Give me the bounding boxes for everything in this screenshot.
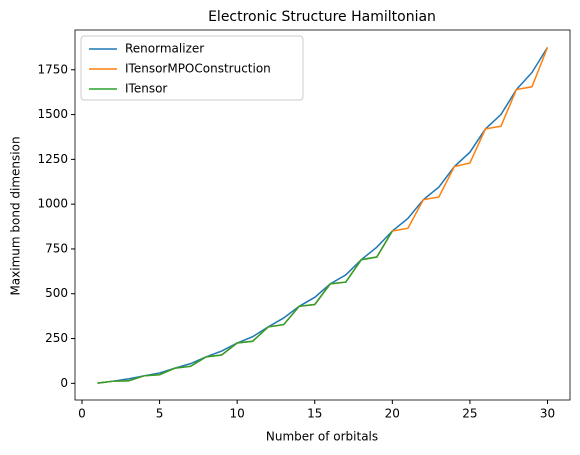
legend-box: [80, 35, 304, 101]
x-tick-label: 25: [462, 407, 477, 421]
legend-label: ITensor: [125, 82, 167, 96]
series-line: [97, 230, 393, 384]
y-tick-label: 1250: [37, 152, 68, 166]
y-tick-label: 500: [45, 286, 68, 300]
x-tick-label: 30: [540, 407, 555, 421]
chart-title: Electronic Structure Hamiltonian: [208, 9, 436, 25]
x-tick-label: 10: [230, 407, 245, 421]
x-axis-label: Number of orbitals: [266, 430, 378, 444]
legend-label: Renormalizer: [125, 42, 204, 56]
y-tick-label: 750: [45, 241, 68, 255]
x-tick-label: 5: [156, 407, 164, 421]
y-axis-label: Maximum bond dimension: [9, 136, 23, 295]
y-tick-label: 250: [45, 331, 68, 345]
y-tick-label: 1500: [37, 107, 68, 121]
x-tick-label: 15: [307, 407, 322, 421]
x-tick-label: 0: [78, 407, 86, 421]
y-tick-label: 1750: [37, 62, 68, 76]
legend-label: ITensorMPOConstruction: [125, 62, 271, 76]
x-tick-label: 20: [385, 407, 400, 421]
y-tick-label: 1000: [37, 197, 68, 211]
plot-frame: [74, 29, 571, 401]
y-tick-label: 0: [60, 376, 68, 390]
